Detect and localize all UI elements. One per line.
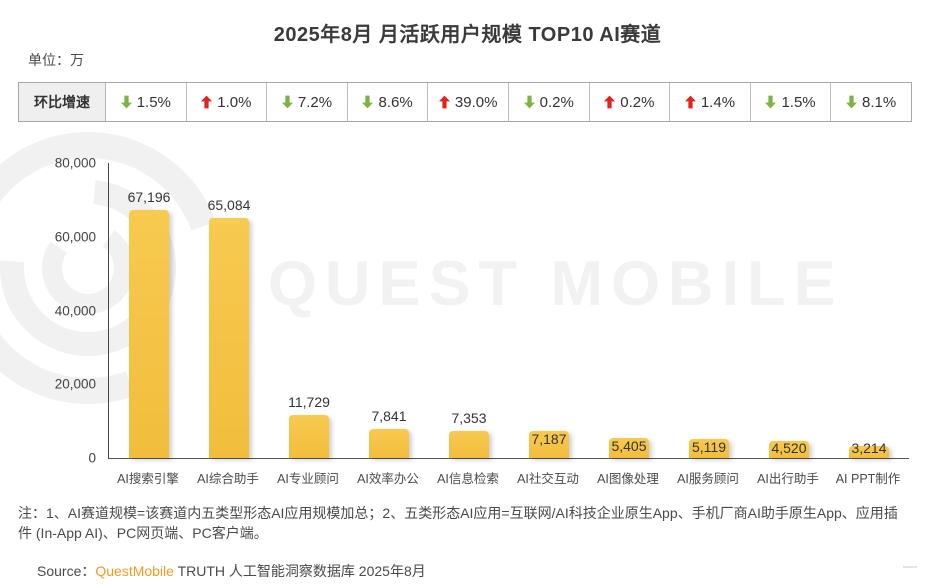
x-axis-label: AI搜索引擎 xyxy=(117,472,179,486)
bar-7 xyxy=(609,438,649,458)
x-axis-label: AI服务顾问 xyxy=(677,472,739,486)
x-axis-label: AI图像处理 xyxy=(597,472,659,486)
unit-label: 单位：万 xyxy=(28,52,84,68)
watermark-text: QUEST MOBILE xyxy=(268,249,844,319)
arrow-down-icon xyxy=(523,95,535,109)
bar-5 xyxy=(449,431,489,458)
growth-value: 0.2% xyxy=(620,93,655,111)
bar-value-label: 7,187 xyxy=(531,431,567,447)
bar-value-label: 65,084 xyxy=(207,197,251,213)
growth-cell-7: 0.2% xyxy=(590,83,671,121)
growth-cell-6: 0.2% xyxy=(509,83,590,121)
y-tick-label: 80,000 xyxy=(54,155,96,171)
source-brand: QuestMobile xyxy=(95,563,174,579)
x-axis-label: AI出行助手 xyxy=(757,472,819,486)
growth-cell-10: 8.1% xyxy=(831,83,911,121)
plot-area: 67,196 65,084 11,729 7,841 7,353 7,187 5,405 5,… xyxy=(108,163,909,459)
bar-1 xyxy=(129,210,169,458)
bar-8 xyxy=(689,439,729,458)
x-axis-label: AI信息检索 xyxy=(437,472,499,486)
chart-area: QUEST MOBILE 0 20,000 40,000 60,000 80,000 6… xyxy=(0,87,935,466)
bar-10 xyxy=(849,446,889,458)
y-tick-label: 20,000 xyxy=(54,376,96,392)
growth-value: 1.5% xyxy=(781,93,816,111)
growth-cell-8: 1.4% xyxy=(670,83,751,121)
growth-cell-5: 39.0% xyxy=(428,83,509,121)
y-tick-label: 40,000 xyxy=(54,303,96,318)
growth-cell-3: 7.2% xyxy=(267,83,348,121)
growth-cell-4: 8.6% xyxy=(348,83,429,121)
bar-value-label: 4,520 xyxy=(771,440,807,456)
growth-value: 8.6% xyxy=(378,93,413,111)
growth-cell-9: 1.5% xyxy=(751,83,832,121)
growth-value: 1.5% xyxy=(136,93,171,111)
bar-value-label: 7,353 xyxy=(451,410,487,426)
y-tick-label: 0 xyxy=(88,450,96,466)
chart-title: 2025年8月 月活跃用户规模 TOP10 AI赛道 xyxy=(273,24,662,46)
bar-value-label: 67,196 xyxy=(127,189,171,205)
arrow-down-icon xyxy=(281,95,293,109)
growth-table: 环比增速 1.5% 1.0% 7.2% 8.6% 39.0% 0.2% 0.2% 1.4% 1.… xyxy=(18,82,912,122)
bar-6 xyxy=(529,431,569,458)
growth-value: 1.4% xyxy=(700,93,736,111)
x-axis-label: AI社交互动 xyxy=(517,472,579,486)
growth-value: 1.0% xyxy=(217,93,252,111)
growth-table-header: 环比增速 xyxy=(19,83,106,121)
bar-value-label: 3,214 xyxy=(851,440,887,456)
bar-2 xyxy=(209,218,249,458)
y-tick-label: 60,000 xyxy=(54,229,96,245)
growth-value: 39.0% xyxy=(454,93,498,111)
source-prefix: Source： xyxy=(37,563,96,579)
source-line: Source：QuestMobile TRUTH 人工智能洞察数据库 2025年… xyxy=(37,561,426,581)
arrow-up-icon xyxy=(201,95,213,109)
x-axis-label: AI专业顾问 xyxy=(277,472,339,486)
growth-cell-1: 1.5% xyxy=(106,83,187,121)
arrow-down-icon xyxy=(362,95,374,109)
growth-cell-2: 1.0% xyxy=(187,83,268,121)
x-axis-labels: AI搜索引擎 AI综合助手 AI专业顾问 AI效率办公 AI信息检索 AI社交互动 AI图像… xyxy=(108,468,908,487)
growth-value: 8.1% xyxy=(862,93,897,111)
note-text: 注：1、AI赛道规模=该赛道内五类型形态AI应用规模加总；2、五类形态AI应用=… xyxy=(18,505,898,542)
bar-3 xyxy=(289,415,329,458)
arrow-up-icon xyxy=(604,95,616,109)
x-axis-label: AI效率办公 xyxy=(357,472,419,486)
x-axis-label: AI PPT制作 xyxy=(835,472,901,486)
page-corner-mark xyxy=(903,566,917,568)
growth-table-cells: 1.5% 1.0% 7.2% 8.6% 39.0% 0.2% 0.2% 1.4% 1.5% 8.1… xyxy=(106,83,911,121)
arrow-down-icon xyxy=(765,95,777,109)
growth-value: 7.2% xyxy=(297,93,333,111)
bar-value-label: 11,729 xyxy=(288,394,330,410)
source-suffix: TRUTH 人工智能洞察数据库 2025年8月 xyxy=(173,563,426,579)
arrow-up-icon xyxy=(438,95,450,109)
bar-value-label: 7,841 xyxy=(371,408,407,424)
arrow-down-icon xyxy=(120,95,132,109)
arrow-up-icon xyxy=(684,95,696,109)
bar-value-label: 5,405 xyxy=(611,438,647,454)
x-axis-label: AI综合助手 xyxy=(197,472,259,486)
bar-4 xyxy=(369,429,409,458)
arrow-down-icon xyxy=(846,95,858,109)
bar-value-label: 5,119 xyxy=(692,439,726,455)
growth-value: 0.2% xyxy=(539,93,574,111)
bar-9 xyxy=(769,441,809,458)
